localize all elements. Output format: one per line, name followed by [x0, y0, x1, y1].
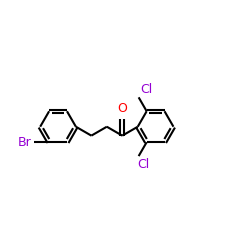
Text: Br: Br: [18, 136, 31, 149]
Text: O: O: [117, 102, 127, 115]
Text: Cl: Cl: [137, 158, 149, 171]
Text: Cl: Cl: [140, 82, 152, 96]
